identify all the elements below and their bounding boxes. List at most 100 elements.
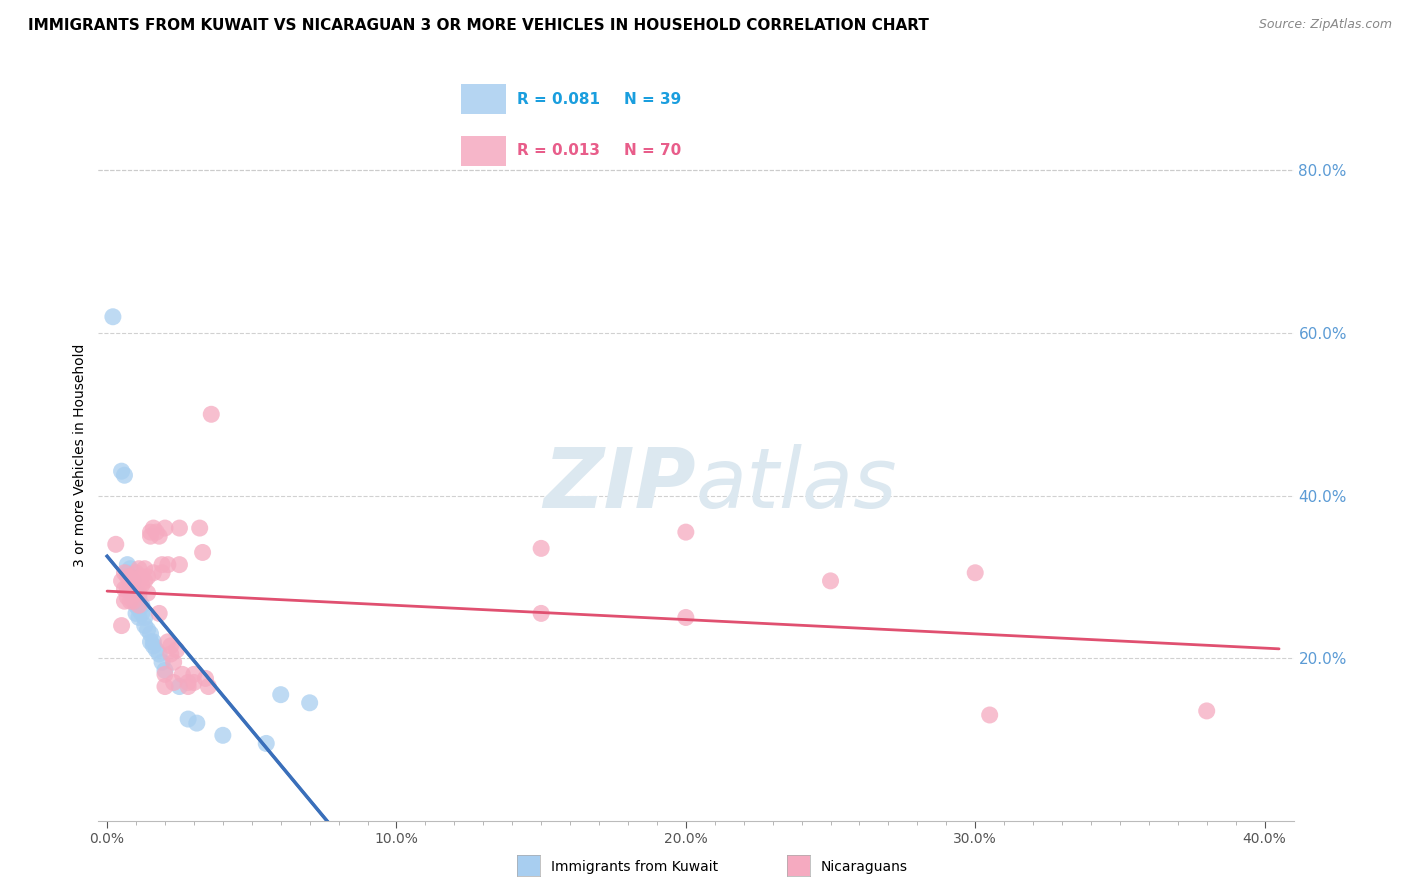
Text: Nicaraguans: Nicaraguans (821, 860, 908, 874)
Point (122, 586, 145, 600)
Point (177, 680, 200, 694)
Point (169, 558, 191, 572)
Point (114, 582, 136, 596)
Point (125, 566, 148, 580)
Point (142, 566, 165, 580)
Text: R = 0.013: R = 0.013 (517, 143, 600, 158)
Point (120, 570, 142, 584)
Text: Source: ZipAtlas.com: Source: ZipAtlas.com (1258, 18, 1392, 31)
Point (183, 667, 205, 681)
Text: Immigrants from Kuwait: Immigrants from Kuwait (551, 860, 718, 874)
Point (117, 570, 139, 584)
Point (110, 574, 132, 588)
Point (159, 647, 181, 661)
Point (128, 586, 150, 600)
Point (131, 570, 153, 584)
Point (979, 708, 1001, 723)
Point (530, 541, 553, 556)
Point (186, 716, 208, 731)
Point (117, 582, 139, 596)
Point (177, 712, 200, 726)
Point (131, 599, 153, 613)
Point (298, 696, 321, 710)
Point (104, 537, 127, 551)
Point (163, 655, 186, 669)
Point (150, 655, 173, 669)
Y-axis label: 3 or more Vehicles in Household: 3 or more Vehicles in Household (73, 343, 87, 566)
Point (134, 618, 156, 632)
Point (142, 635, 165, 649)
Text: N = 39: N = 39 (624, 92, 682, 107)
Point (128, 562, 150, 576)
Point (101, 310, 124, 324)
Point (134, 574, 156, 588)
Point (965, 566, 987, 580)
Point (153, 521, 176, 535)
Point (131, 607, 153, 621)
Text: IMMIGRANTS FROM KUWAIT VS NICARAGUAN 3 OR MORE VEHICLES IN HOUSEHOLD CORRELATION: IMMIGRANTS FROM KUWAIT VS NICARAGUAN 3 O… (28, 18, 929, 33)
Point (675, 525, 697, 540)
Point (125, 607, 148, 621)
Point (197, 680, 219, 694)
Point (117, 566, 139, 580)
Point (183, 675, 205, 690)
Point (153, 680, 176, 694)
Point (142, 521, 165, 535)
Text: R = 0.081: R = 0.081 (517, 92, 600, 107)
Point (110, 618, 132, 632)
Point (145, 525, 167, 540)
Point (142, 639, 165, 653)
Point (120, 582, 142, 596)
Point (211, 728, 233, 742)
Point (148, 647, 170, 661)
Point (156, 635, 179, 649)
Point (117, 558, 139, 572)
Point (675, 610, 697, 624)
Point (125, 586, 148, 600)
Point (120, 570, 142, 584)
Point (131, 578, 153, 592)
Point (156, 558, 179, 572)
Point (136, 570, 159, 584)
Point (177, 675, 200, 690)
Point (139, 635, 162, 649)
Point (139, 525, 162, 540)
Text: atlas: atlas (696, 443, 897, 524)
Point (169, 680, 191, 694)
Point (125, 586, 148, 600)
Point (148, 529, 170, 543)
Point (530, 607, 553, 621)
Point (163, 675, 186, 690)
FancyBboxPatch shape (461, 136, 506, 166)
Point (120, 582, 142, 596)
Point (120, 562, 142, 576)
Point (125, 594, 148, 608)
Point (122, 590, 145, 604)
Point (128, 574, 150, 588)
Point (114, 566, 136, 580)
Point (122, 574, 145, 588)
Point (125, 599, 148, 613)
Point (110, 464, 132, 478)
Point (169, 521, 191, 535)
Point (134, 562, 156, 576)
Point (122, 574, 145, 588)
Point (128, 610, 150, 624)
Point (125, 578, 148, 592)
Point (153, 663, 176, 677)
Point (172, 667, 194, 681)
Point (145, 643, 167, 657)
Text: N = 70: N = 70 (624, 143, 682, 158)
Text: ZIP: ZIP (543, 443, 696, 524)
Point (139, 529, 162, 543)
Point (136, 586, 159, 600)
Point (114, 594, 136, 608)
Point (200, 407, 222, 421)
Point (159, 639, 181, 653)
Point (150, 558, 173, 572)
Point (128, 599, 150, 613)
FancyBboxPatch shape (461, 84, 506, 114)
Point (148, 607, 170, 621)
Point (270, 688, 292, 702)
Point (820, 574, 842, 588)
